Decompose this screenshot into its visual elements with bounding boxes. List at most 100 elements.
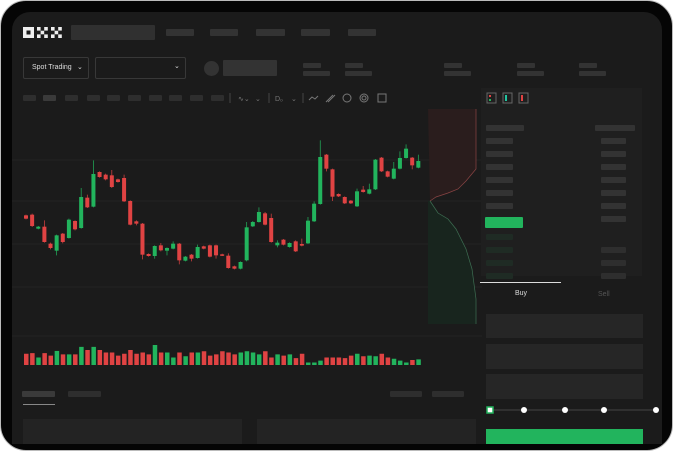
candle-body <box>177 243 182 261</box>
candle-body <box>183 256 188 261</box>
timeframe-button[interactable] <box>149 95 162 101</box>
timeframe-button[interactable] <box>43 95 56 101</box>
pair-price <box>223 60 277 76</box>
market-type-dropdown[interactable]: Spot Trading ⌄ <box>23 57 89 79</box>
volume-bar <box>103 352 109 365</box>
filter-button[interactable] <box>390 391 422 397</box>
timeframe-button[interactable] <box>87 95 100 101</box>
stat-label <box>517 63 535 68</box>
drawing-tools: ∿⌄ ⌄ D₀ ⌄ <box>229 93 387 103</box>
circle-icon <box>359 93 369 103</box>
ask-amount <box>601 203 626 209</box>
volume-bar <box>140 352 145 365</box>
candle-body <box>330 169 335 197</box>
tab-sell[interactable]: Sell <box>598 291 610 298</box>
slider-step <box>601 407 607 413</box>
filter-button[interactable] <box>432 391 464 397</box>
candle-body <box>79 197 84 228</box>
candle-body <box>134 221 139 224</box>
last-price[interactable] <box>485 217 523 228</box>
candle-body <box>164 248 169 251</box>
ask-price <box>486 138 513 144</box>
expand-icon <box>377 93 387 103</box>
tab-history[interactable] <box>68 391 101 397</box>
volume-bar <box>91 346 96 365</box>
total-input[interactable] <box>486 374 643 399</box>
timeframe-button[interactable] <box>190 95 203 101</box>
pair-dropdown[interactable]: ⌄ <box>95 57 186 79</box>
price-input[interactable] <box>486 314 643 338</box>
nav-item[interactable] <box>166 29 194 36</box>
search-bar[interactable] <box>71 25 155 40</box>
volume-bar <box>42 353 47 365</box>
timeframe-button[interactable] <box>65 95 78 101</box>
candlestick-chart[interactable] <box>12 110 482 372</box>
line-tool-icon <box>308 95 319 101</box>
order-book <box>481 88 642 279</box>
timeframe-button[interactable] <box>23 95 36 101</box>
candle-body <box>189 254 194 259</box>
amount-slider[interactable] <box>484 404 662 416</box>
bid-amount <box>601 273 626 279</box>
volume-bar <box>24 353 29 365</box>
candle-body <box>281 239 286 245</box>
volume-bar <box>73 354 78 365</box>
timeframe-button[interactable] <box>169 95 182 101</box>
nav-item[interactable] <box>256 29 285 36</box>
candle-body <box>195 247 200 258</box>
nav-item[interactable] <box>301 29 330 36</box>
timeframe-button[interactable] <box>107 95 120 101</box>
buy-button[interactable] <box>486 429 643 444</box>
volume-bar <box>305 362 311 365</box>
indicator-icon: ∿⌄ <box>238 96 250 103</box>
timeframe-button[interactable] <box>128 95 141 101</box>
amount-input[interactable] <box>486 344 643 369</box>
volume-bar <box>250 352 256 365</box>
bid-amount <box>601 260 626 266</box>
volume-bar <box>410 360 415 365</box>
ask-price <box>486 190 513 196</box>
settings-icon: D₀ <box>275 96 283 103</box>
volume-bar <box>164 352 170 365</box>
volume-bar <box>158 352 164 365</box>
candle-body <box>201 246 206 249</box>
volume-bar <box>171 357 176 365</box>
candle-body <box>91 174 96 207</box>
timeframe-button[interactable] <box>211 95 224 101</box>
tab-open-orders[interactable] <box>22 391 55 397</box>
candle-body <box>42 226 47 242</box>
tab-buy[interactable]: Buy <box>515 290 528 297</box>
ask-price <box>486 177 513 183</box>
nav-item[interactable] <box>210 29 238 36</box>
volume-bar <box>97 350 103 365</box>
ask-price <box>486 164 513 170</box>
ask-price <box>486 151 513 157</box>
candle-body <box>232 266 237 269</box>
volume-bar <box>373 356 378 365</box>
nav-item[interactable] <box>348 29 376 36</box>
candle-body <box>391 168 396 179</box>
candle-body <box>171 243 176 249</box>
candle-body <box>275 242 280 246</box>
orderbook-bids-icon <box>502 92 513 104</box>
stat-value <box>303 71 330 76</box>
candle-body <box>324 154 329 169</box>
volume-bar <box>379 353 385 365</box>
volume-bar <box>146 354 152 365</box>
volume-bar <box>122 353 127 365</box>
bid-price <box>486 273 513 279</box>
ask-amount <box>601 190 626 196</box>
okx-logo <box>23 27 62 38</box>
volume-bar <box>355 353 360 365</box>
volume-bar <box>54 350 60 365</box>
volume-bar <box>324 357 329 365</box>
stat-label <box>345 63 363 68</box>
volume-bar <box>256 354 262 365</box>
ask-amount <box>601 138 626 144</box>
volume-bar <box>367 355 372 365</box>
volume-bar <box>281 355 286 365</box>
candle-body <box>30 214 35 226</box>
candle-body <box>60 233 65 242</box>
coin-icon <box>204 61 219 76</box>
stat-label <box>444 63 462 68</box>
